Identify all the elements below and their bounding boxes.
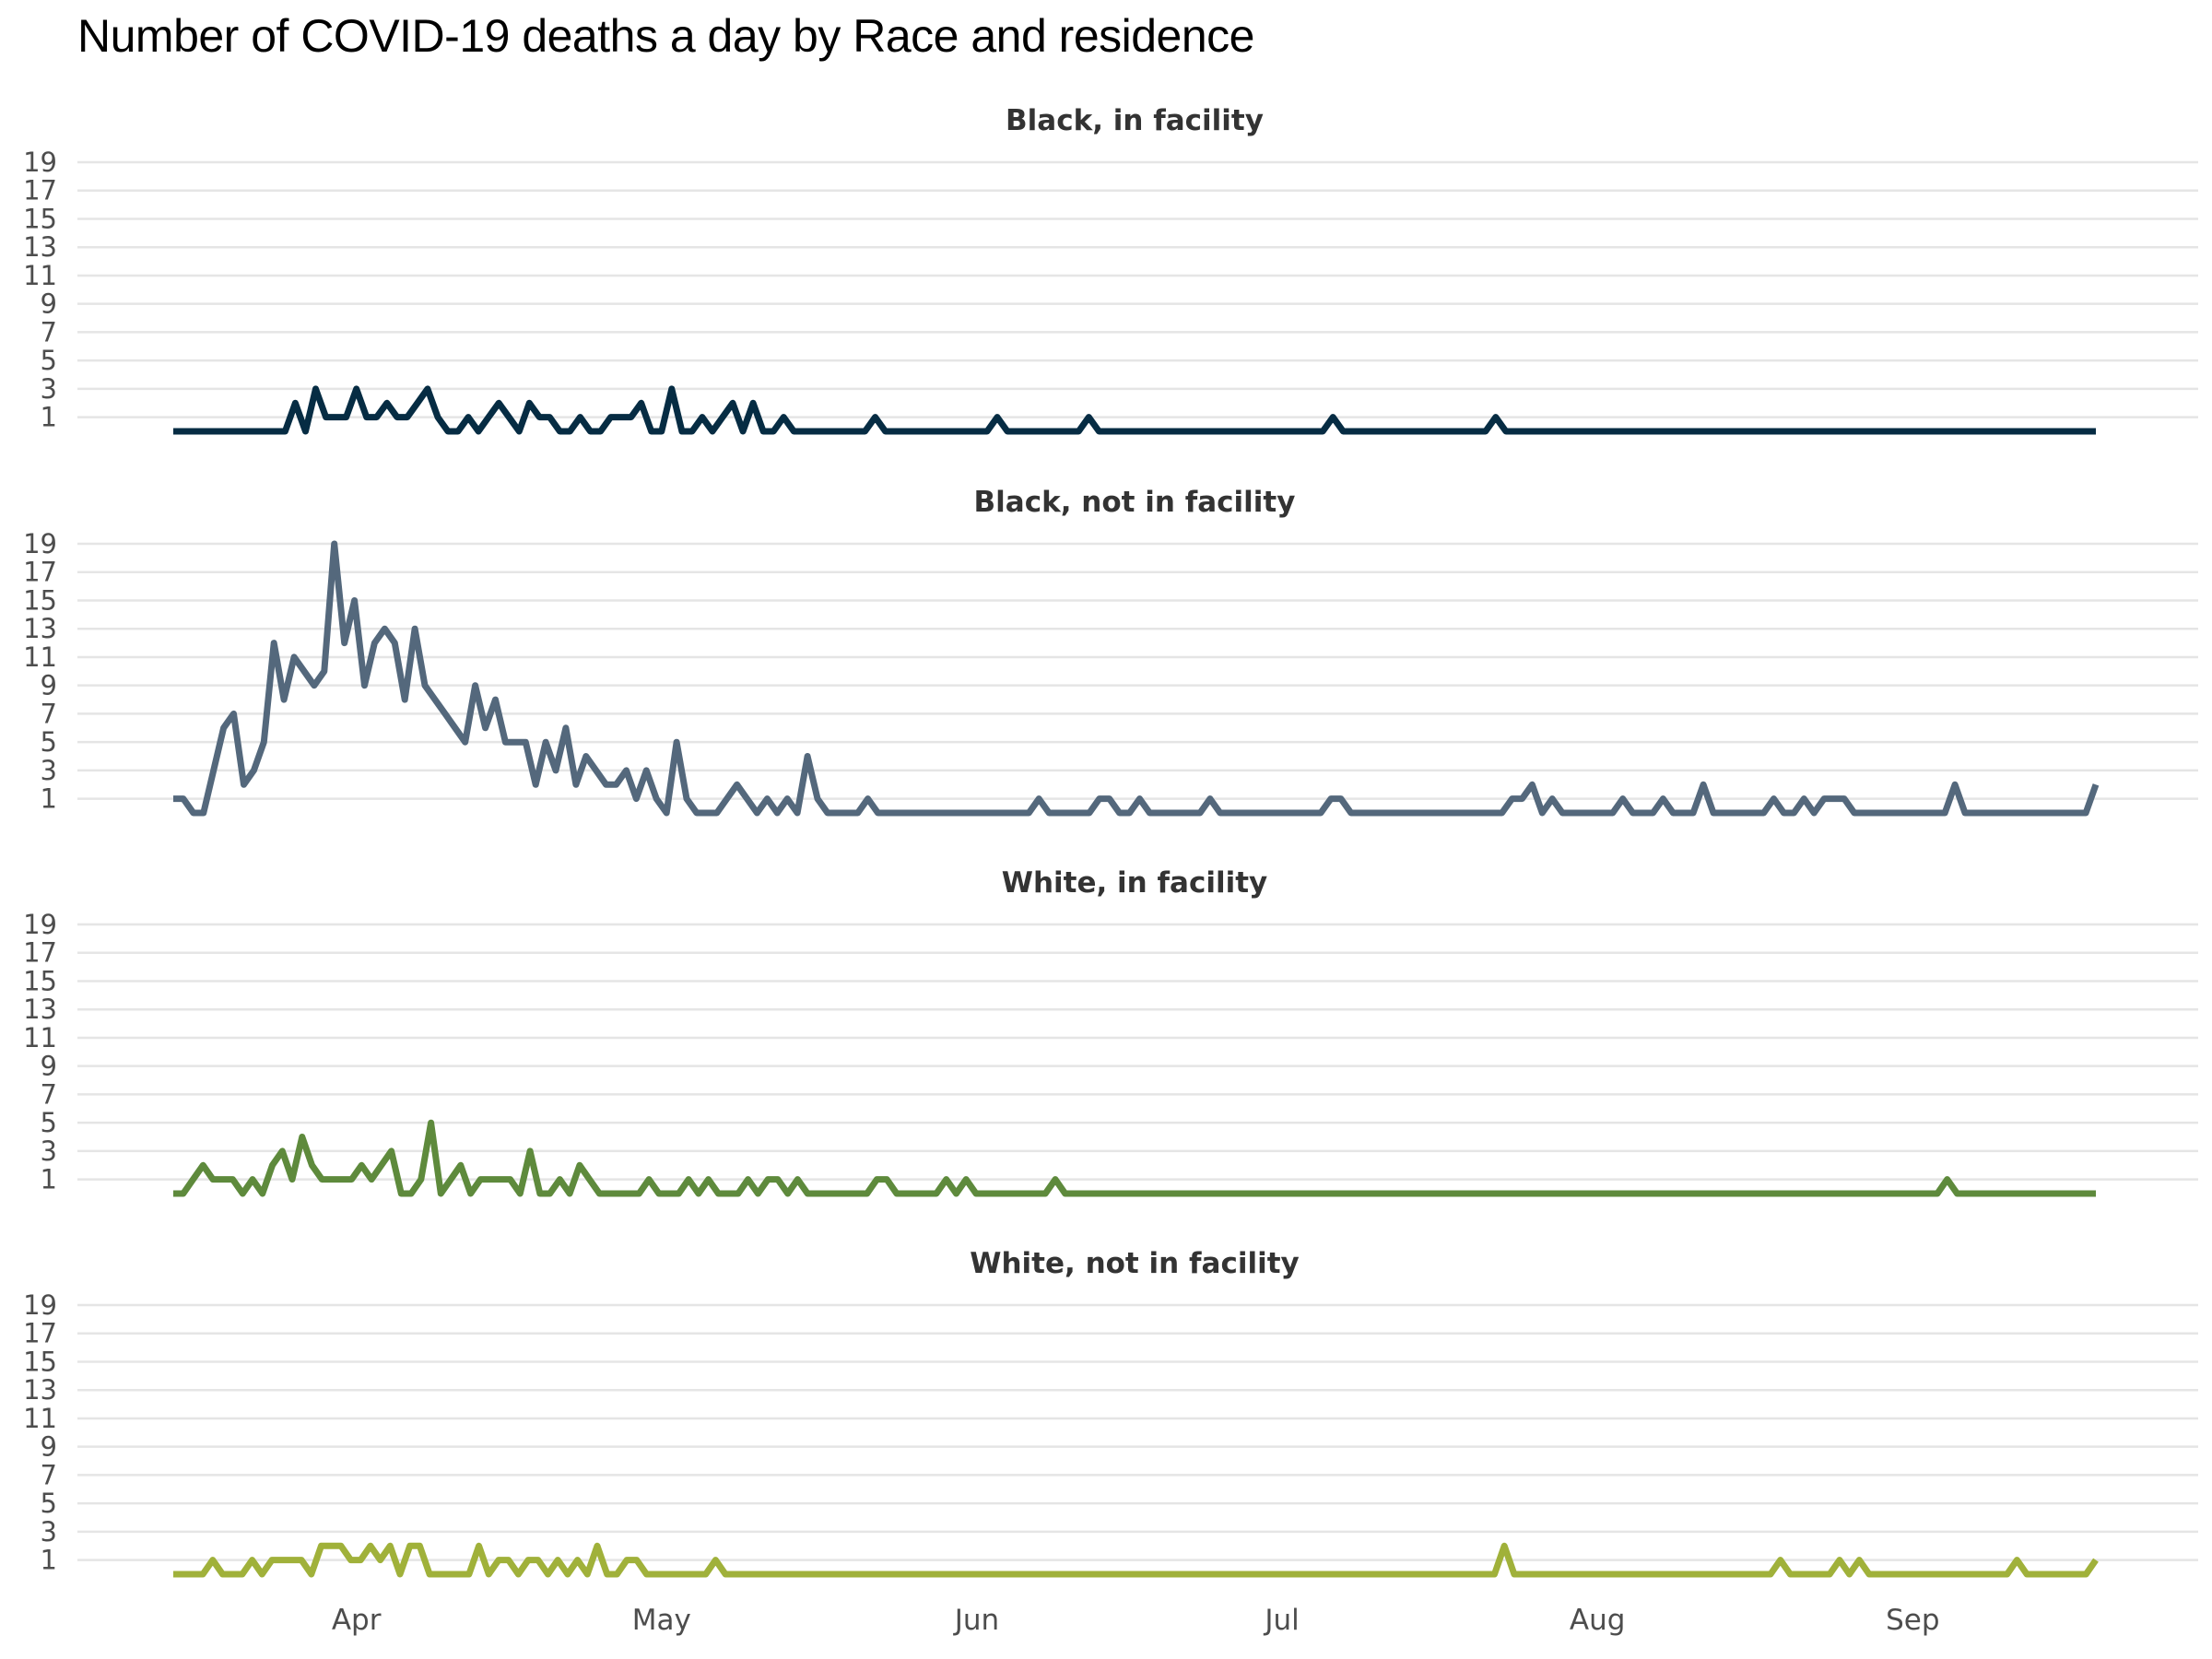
y-tick-label: 5 bbox=[41, 726, 57, 758]
chart-title: Number of COVID-19 deaths a day by Race … bbox=[77, 10, 1254, 62]
x-tick-label: Aug bbox=[1570, 1604, 1626, 1637]
x-tick-label: Sep bbox=[1886, 1604, 1939, 1637]
y-tick-label: 17 bbox=[23, 557, 57, 588]
y-tick-label: 3 bbox=[41, 1516, 57, 1547]
y-tick-label: 7 bbox=[41, 1078, 57, 1110]
y-tick-label: 13 bbox=[23, 994, 57, 1025]
y-tick-label: 17 bbox=[23, 937, 57, 969]
y-tick-label: 11 bbox=[23, 641, 57, 673]
y-tick-label: 1 bbox=[41, 1164, 57, 1195]
panel-title: Black, not in facility bbox=[974, 486, 1296, 519]
panel-title: White, not in facility bbox=[970, 1247, 1299, 1280]
y-tick-label: 5 bbox=[41, 1488, 57, 1519]
y-tick-label: 15 bbox=[23, 203, 57, 234]
y-tick-label: 5 bbox=[41, 1107, 57, 1138]
y-tick-label: 7 bbox=[41, 1459, 57, 1490]
x-tick-label: Jul bbox=[1263, 1604, 1299, 1637]
y-tick-label: 9 bbox=[41, 1431, 57, 1463]
y-tick-label: 9 bbox=[41, 1051, 57, 1082]
y-tick-label: 15 bbox=[23, 1346, 57, 1377]
y-tick-label: 15 bbox=[23, 584, 57, 616]
series-line bbox=[173, 385, 2096, 435]
y-tick-label: 3 bbox=[41, 755, 57, 786]
y-tick-label: 11 bbox=[23, 1022, 57, 1053]
series-line bbox=[173, 1119, 2096, 1197]
x-tick-label: Apr bbox=[332, 1604, 382, 1637]
y-tick-label: 17 bbox=[23, 175, 57, 206]
y-tick-label: 11 bbox=[23, 260, 57, 291]
y-tick-label: 3 bbox=[41, 1135, 57, 1167]
y-tick-label: 3 bbox=[41, 373, 57, 405]
x-tick-label: May bbox=[632, 1604, 691, 1637]
y-tick-label: 19 bbox=[23, 909, 57, 940]
y-tick-label: 19 bbox=[23, 147, 57, 178]
y-tick-label: 19 bbox=[23, 1289, 57, 1321]
y-tick-label: 7 bbox=[41, 698, 57, 729]
y-tick-label: 15 bbox=[23, 965, 57, 996]
panel-title: White, in facility bbox=[1002, 866, 1267, 900]
x-tick-label: Jun bbox=[953, 1604, 999, 1637]
y-tick-label: 1 bbox=[41, 783, 57, 815]
panel-title: Black, in facility bbox=[1006, 104, 1264, 137]
y-tick-label: 19 bbox=[23, 528, 57, 559]
y-tick-label: 1 bbox=[41, 1545, 57, 1576]
y-tick-label: 9 bbox=[41, 288, 57, 320]
y-tick-label: 9 bbox=[41, 670, 57, 701]
series-line bbox=[173, 1542, 2099, 1578]
y-tick-label: 11 bbox=[23, 1403, 57, 1434]
y-tick-label: 5 bbox=[41, 345, 57, 376]
y-tick-label: 13 bbox=[23, 1374, 57, 1406]
y-tick-label: 13 bbox=[23, 613, 57, 644]
y-tick-label: 1 bbox=[41, 402, 57, 433]
y-tick-label: 7 bbox=[41, 316, 57, 347]
y-tick-label: 17 bbox=[23, 1318, 57, 1349]
series-line bbox=[173, 540, 2100, 817]
y-tick-label: 13 bbox=[23, 231, 57, 263]
